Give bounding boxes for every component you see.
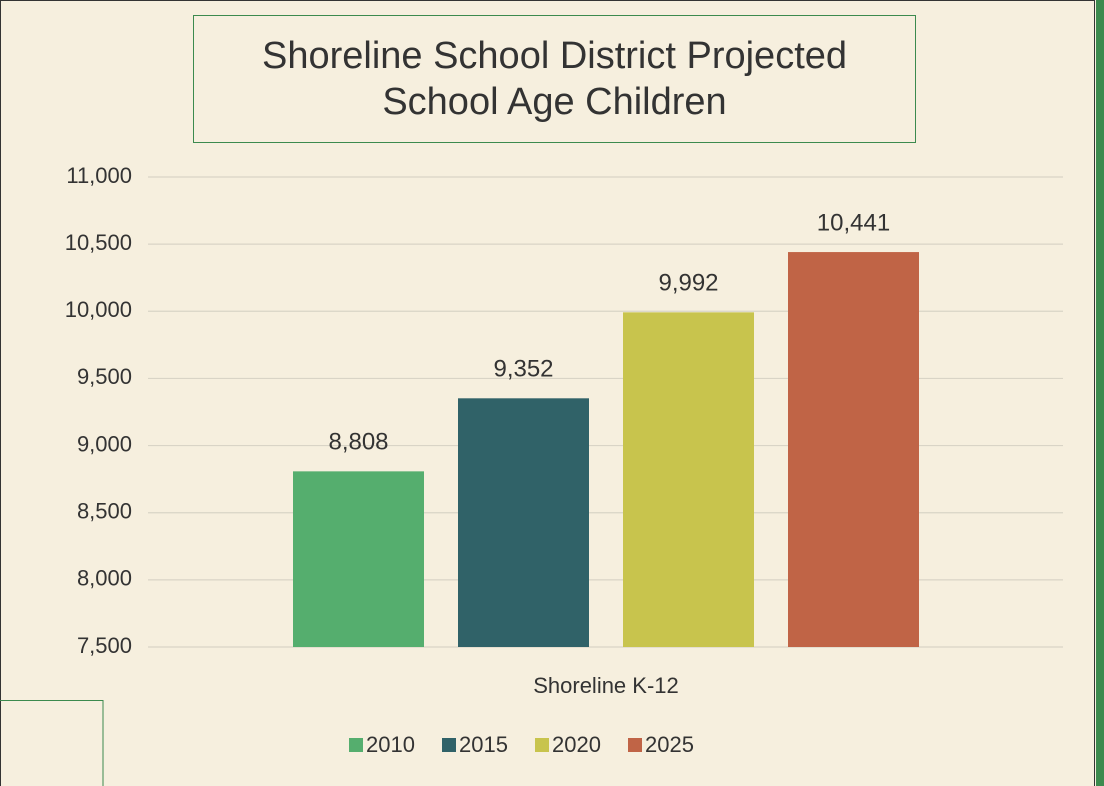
legend-swatch	[442, 738, 456, 752]
y-tick-label: 8,500	[77, 499, 132, 524]
legend-label: 2020	[552, 732, 601, 757]
y-tick-label: 11,000	[66, 163, 132, 188]
x-tick-label: Shoreline K-12	[533, 673, 679, 698]
legend-swatch	[628, 738, 642, 752]
legend-swatch	[535, 738, 549, 752]
edge-stripe	[1096, 0, 1104, 786]
y-tick-label: 9,000	[77, 431, 132, 456]
legend-label: 2025	[645, 732, 694, 757]
legend-swatch	[349, 738, 363, 752]
data-label: 9,992	[658, 270, 718, 297]
data-label: 8,808	[328, 429, 388, 456]
legend-label: 2010	[366, 732, 415, 757]
data-label: 10,441	[817, 209, 890, 236]
bar	[458, 398, 589, 647]
y-tick-label: 10,000	[65, 297, 132, 322]
corner-box	[0, 700, 104, 786]
chart-title: Shoreline School District Projected Scho…	[193, 15, 916, 143]
y-tick-label: 7,500	[77, 633, 132, 658]
legend-label: 2015	[459, 732, 508, 757]
bar	[788, 252, 919, 647]
bar	[623, 312, 754, 647]
y-tick-label: 9,500	[77, 364, 132, 389]
y-tick-label: 10,500	[65, 230, 132, 255]
y-tick-label: 8,000	[77, 566, 132, 591]
bar	[293, 471, 424, 647]
data-label: 9,352	[493, 356, 553, 383]
